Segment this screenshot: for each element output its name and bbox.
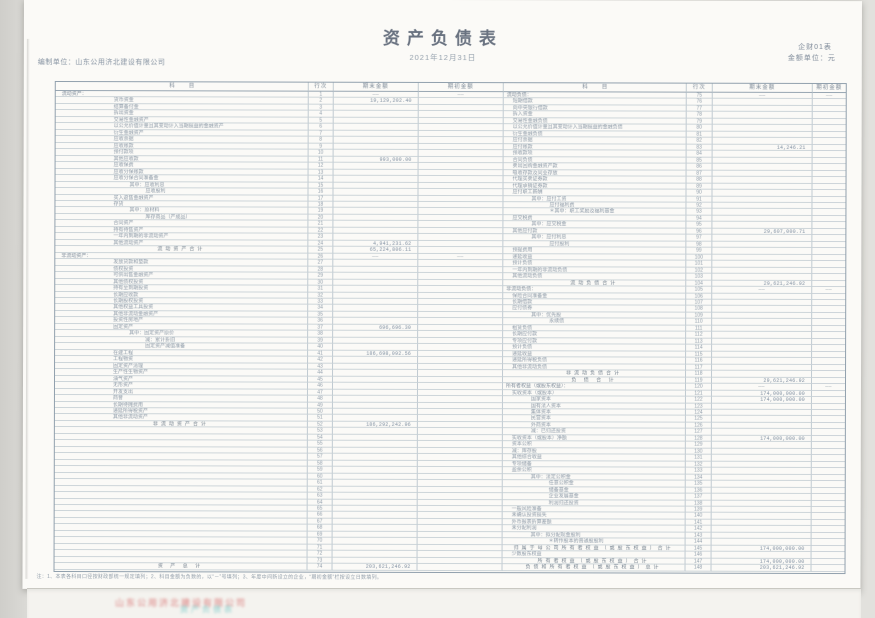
balance-sheet-table: 科目 行次 期末金额 期初金额 科目 行次 期末金额 期初金额 流动资产： 1 ——… [53, 80, 847, 575]
form-number: 企财01表 [798, 43, 832, 52]
col-header-begin-left: 期初金额 [418, 82, 504, 93]
row-begin-amount [811, 565, 845, 572]
row-line-number: 74 [307, 563, 333, 571]
prepared-by: 编制单位：山东公用济北建设有限公司 [37, 58, 166, 67]
col-header-end-left: 期末金额 [333, 82, 419, 92]
page-title: 资产负债表 [382, 28, 503, 49]
row-line-number: 148 [685, 564, 712, 572]
col-header-line-left: 行次 [308, 82, 334, 92]
row-end-amount: 203,621,246.92 [711, 564, 812, 572]
row-end-amount: 203,621,246.92 [332, 563, 418, 571]
row-label: 负债和所有者权益（或股东权益）总计 [502, 564, 686, 572]
col-header-subject-right: 科目 [503, 83, 687, 93]
footnote: 注：1、本表各科目口径按财政部统一规定填列；2、科目金额为负数的，以“－”号填列… [36, 573, 383, 581]
paper-sheet: 资产负债表 2021年12月31日 企财01表 金额单位：元 编制单位：山东公用… [22, 0, 862, 592]
col-header-end-right: 期末金额 [712, 83, 813, 93]
row-label: 资 产 总 计 [54, 563, 308, 571]
amount-unit: 金额单位：元 [787, 54, 836, 63]
bleedthrough-text: 山东公用济北建设有限公司 [115, 598, 248, 608]
next-page-edge [27, 588, 861, 618]
col-header-line-right: 行次 [686, 83, 713, 93]
row-begin-amount [417, 564, 503, 571]
col-header-begin-right: 期初金额 [812, 83, 846, 94]
bleedthrough-text-2: 资产负债表 [180, 605, 235, 614]
